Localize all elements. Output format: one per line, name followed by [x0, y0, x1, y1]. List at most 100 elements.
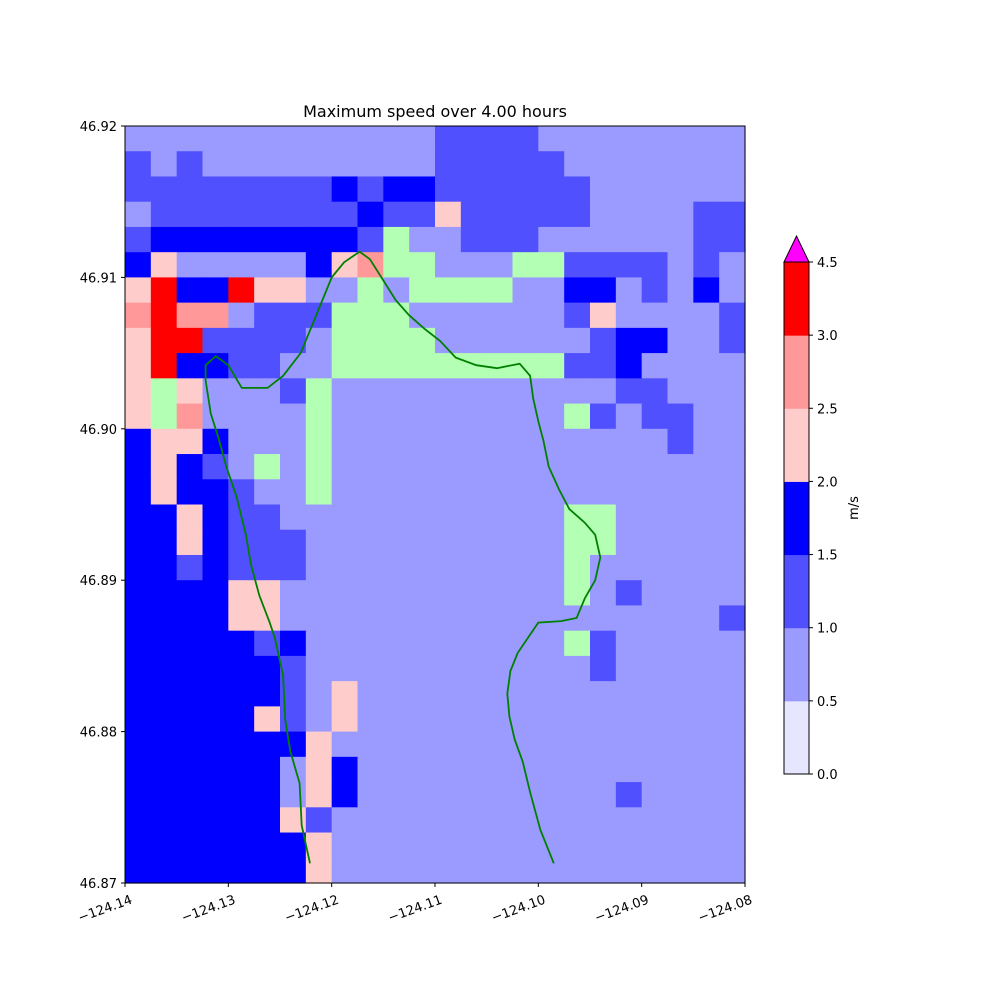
grid-cell [202, 554, 229, 581]
grid-cell [331, 428, 359, 455]
grid-cell [176, 226, 204, 253]
grid-cell [564, 554, 591, 581]
grid-cell [305, 454, 333, 480]
grid-cell [641, 226, 669, 253]
grid-cell [305, 201, 333, 228]
grid-cell [305, 832, 333, 859]
grid-cell [305, 126, 333, 152]
grid-cell [615, 756, 643, 783]
grid-cell [150, 832, 178, 859]
grid-cell [254, 151, 281, 178]
grid-cell [357, 554, 384, 581]
grid-cell [435, 353, 462, 379]
grid-cell [693, 378, 720, 405]
grid-cell [641, 403, 669, 430]
grid-cell [719, 554, 746, 581]
grid-cell [641, 201, 669, 228]
grid-cell [202, 201, 229, 228]
grid-cell [228, 630, 255, 657]
grid-cell [150, 807, 178, 834]
grid-cell [435, 428, 462, 455]
grid-cell [254, 378, 281, 405]
grid-cell [693, 226, 720, 253]
grid-cell [538, 378, 565, 405]
y-tick-label: 46.87 [80, 877, 117, 892]
grid-cell [331, 529, 359, 556]
grid-cell [331, 706, 359, 733]
grid-cell [357, 176, 384, 203]
grid-cell [280, 454, 307, 480]
grid-cell [409, 504, 436, 531]
grid-cell [357, 605, 384, 632]
grid-cell [176, 277, 204, 304]
grid-cell [538, 630, 565, 657]
grid-cell [460, 681, 488, 707]
grid-cell [719, 378, 746, 405]
grid-cell [254, 327, 281, 354]
grid-cell [254, 554, 281, 581]
grid-cell [357, 428, 384, 455]
grid-cell [590, 353, 617, 379]
grid-cell [486, 226, 514, 253]
grid-cell [435, 857, 462, 884]
grid-cell [435, 252, 462, 278]
grid-cell [150, 353, 178, 379]
grid-cell [460, 529, 488, 556]
colorbar-band [784, 627, 809, 702]
colorbar-tick-label: 2.0 [817, 475, 838, 490]
grid-cell [357, 756, 384, 783]
grid-cell [615, 454, 643, 480]
grid-cell [615, 126, 643, 152]
grid-cell [125, 580, 152, 607]
grid-cell [228, 151, 255, 178]
grid-cell [254, 655, 281, 682]
grid-cell [383, 252, 410, 278]
grid-cell [512, 479, 539, 506]
grid-cell [590, 605, 617, 632]
grid-cell [512, 857, 539, 884]
colorbar-band [784, 262, 809, 336]
grid-cell [512, 226, 539, 253]
grid-cell [590, 479, 617, 506]
grid-cell [615, 832, 643, 859]
grid-cell [305, 151, 333, 178]
grid-cell [125, 353, 152, 379]
grid-cell [641, 580, 669, 607]
grid-cell [719, 731, 746, 758]
grid-cell [125, 782, 152, 808]
colorbar-band [784, 700, 809, 775]
grid-cell [280, 226, 307, 253]
grid-cell [564, 731, 591, 758]
grid-cell [409, 252, 436, 278]
grid-cell [667, 403, 694, 430]
grid-cell [693, 580, 720, 607]
grid-cell [590, 428, 617, 455]
grid-cell [254, 731, 281, 758]
grid-cell [667, 807, 694, 834]
grid-cell [305, 630, 333, 657]
grid-cell [667, 832, 694, 859]
y-tick-label: 46.89 [80, 574, 117, 589]
grid-cell [693, 605, 720, 632]
grid-cell [409, 277, 436, 304]
grid-cell [538, 428, 565, 455]
grid-cell [228, 327, 255, 354]
grid-cell [486, 277, 514, 304]
grid-cell [125, 630, 152, 657]
grid-cell [693, 252, 720, 278]
grid-cell [254, 756, 281, 783]
grid-cell [641, 479, 669, 506]
grid-cell [512, 580, 539, 607]
grid-cell [331, 630, 359, 657]
grid-cell [331, 327, 359, 354]
grid-cell [176, 580, 204, 607]
grid-cell [460, 151, 488, 178]
grid-cell [228, 681, 255, 707]
grid-cell [486, 126, 514, 152]
grid-cell [305, 782, 333, 808]
x-tick-label: −124.12 [283, 893, 341, 926]
grid-cell [615, 403, 643, 430]
grid-cell [719, 403, 746, 430]
grid-cell [331, 151, 359, 178]
grid-cell [435, 782, 462, 808]
